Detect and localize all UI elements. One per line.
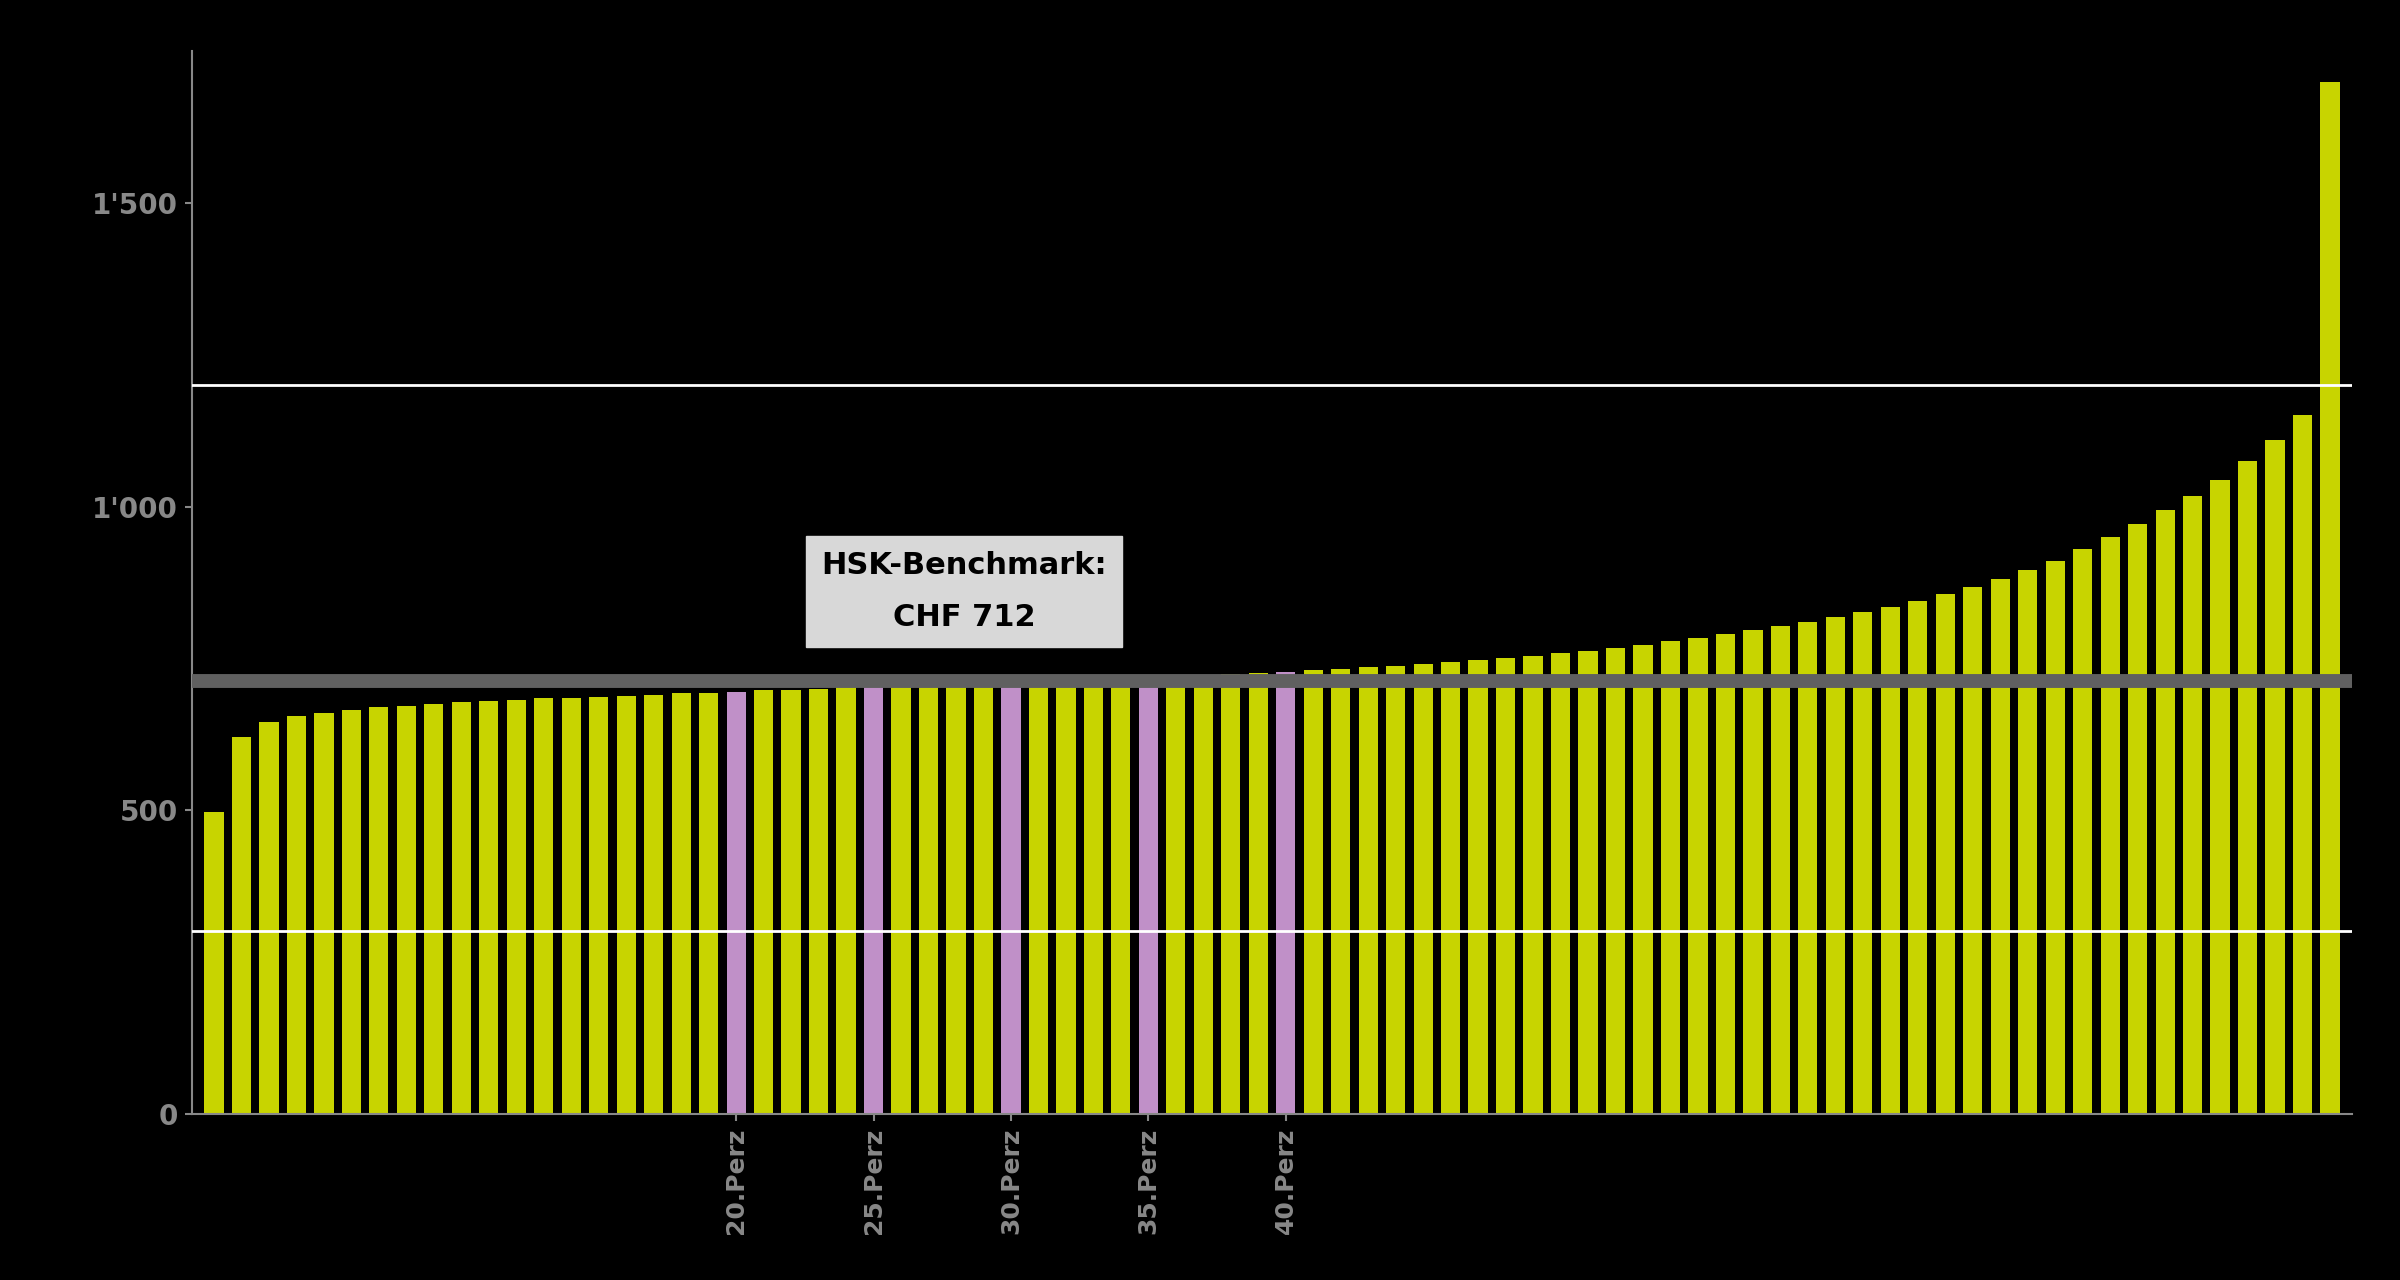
Bar [1414,664,1433,1114]
Bar [809,689,828,1114]
Bar [890,686,910,1114]
Bar [1030,681,1049,1114]
Bar [1387,666,1406,1114]
Bar [698,692,718,1114]
Bar [864,687,883,1114]
Bar [1222,675,1241,1114]
Bar [1798,622,1817,1114]
Bar [2074,549,2093,1114]
Bar [1358,667,1378,1114]
Bar [1277,672,1296,1114]
Bar [1440,662,1459,1114]
Bar [1248,673,1267,1114]
Bar [1524,657,1543,1114]
Bar [2045,561,2064,1114]
Bar [2018,571,2038,1114]
Bar [1990,580,2009,1114]
Bar [727,691,746,1114]
Bar [1963,586,1982,1114]
Bar [1579,652,1598,1114]
Bar [919,686,938,1114]
Bar [1908,600,1927,1114]
Bar [2184,495,2203,1114]
Bar [1138,677,1157,1114]
Bar [2100,536,2119,1114]
Bar [1742,630,1762,1114]
Bar [535,699,554,1114]
Bar [2292,416,2311,1114]
Text: HSK-Benchmark:
CHF 712: HSK-Benchmark: CHF 712 [821,550,1106,632]
Bar [2266,440,2285,1114]
Bar [1303,671,1322,1114]
Bar [425,704,444,1114]
Bar [451,701,470,1114]
Bar [782,690,802,1114]
Bar [259,722,278,1114]
Bar [1469,660,1488,1114]
Bar [1771,626,1790,1114]
Bar [838,687,857,1114]
Bar [1634,645,1654,1114]
Bar [314,713,334,1114]
Bar [2155,511,2174,1114]
Bar [2237,461,2256,1114]
Bar [1001,682,1020,1114]
Bar [754,690,773,1114]
Bar [288,716,307,1114]
Bar [1882,607,1901,1114]
Bar [1853,612,1872,1114]
Bar [1193,676,1212,1114]
Bar [506,700,526,1114]
Bar [1687,637,1706,1114]
Bar [946,685,965,1114]
Bar [2321,82,2340,1114]
Bar [643,695,662,1114]
Bar [1495,658,1514,1114]
Bar [396,705,415,1114]
Bar [617,696,636,1114]
Bar [1332,669,1351,1114]
Bar [562,698,581,1114]
Bar [233,737,252,1114]
Bar [1166,677,1186,1114]
Bar [1606,648,1625,1114]
Bar [1716,634,1735,1114]
Bar [204,812,223,1114]
Bar [370,707,389,1114]
Bar [2210,480,2230,1114]
Bar [974,684,994,1114]
Bar [1085,680,1104,1114]
Bar [1056,681,1075,1114]
Bar [588,696,607,1114]
Bar [1111,678,1130,1114]
Bar [1550,653,1570,1114]
Bar [480,700,499,1114]
Bar [1661,641,1680,1114]
Bar [672,694,691,1114]
Bar [2129,524,2148,1114]
Bar [1826,617,1846,1114]
Bar [1937,594,1956,1114]
Bar [341,710,360,1114]
